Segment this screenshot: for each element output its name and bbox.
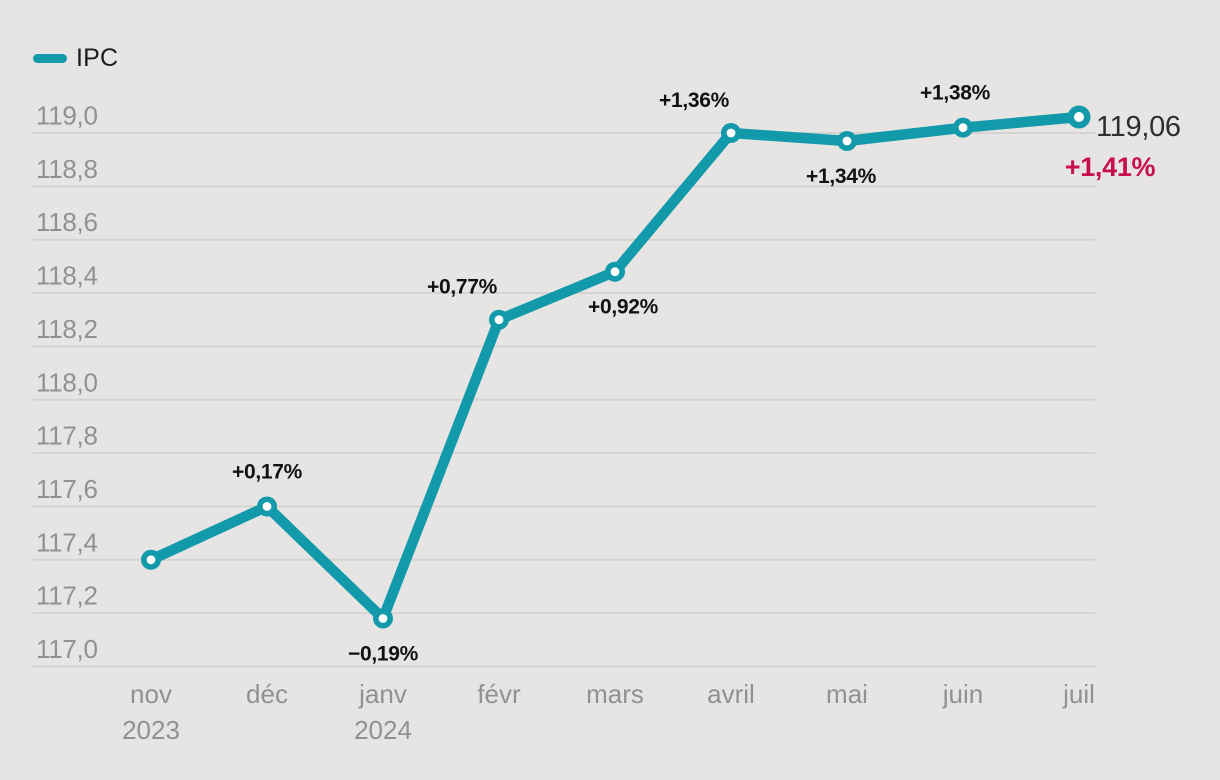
data-point-marker-hole <box>1074 111 1084 122</box>
pct-change-annotation: +0,92% <box>588 296 659 319</box>
y-tick-label: 117,4 <box>36 527 98 557</box>
pct-change-annotation: +1,36% <box>659 89 730 112</box>
y-tick-label: 118,6 <box>36 207 98 237</box>
pct-change-annotation: +1,38% <box>920 82 991 105</box>
legend-line-swatch <box>33 54 67 63</box>
legend-label: IPC <box>76 44 119 72</box>
x-tick-year-label: 2023 <box>122 715 180 745</box>
x-tick-label: déc <box>246 679 288 709</box>
legend: IPC <box>33 44 118 73</box>
data-point-marker-hole <box>146 555 156 565</box>
data-point-marker-hole <box>494 315 504 325</box>
x-tick-label: mars <box>586 679 644 709</box>
x-tick-label: juil <box>1062 679 1095 709</box>
data-point-marker-hole <box>610 267 620 277</box>
data-point-marker-hole <box>958 123 968 133</box>
pct-change-annotation: −0,19% <box>348 642 419 665</box>
data-point-marker-hole <box>378 614 388 623</box>
x-tick-label: mai <box>826 679 868 709</box>
x-tick-label: nov <box>130 679 172 709</box>
y-tick-label: 117,2 <box>36 581 98 611</box>
data-point-marker-hole <box>842 136 852 146</box>
end-value-label: 119,06 <box>1096 111 1181 143</box>
pct-change-annotation: +0,17% <box>232 460 303 483</box>
data-point-marker-hole <box>726 128 736 138</box>
pct-change-annotation: +1,34% <box>806 165 877 188</box>
y-tick-label: 117,6 <box>36 474 98 504</box>
end-pct-label: +1,41% <box>1065 152 1156 182</box>
y-tick-label: 118,4 <box>36 261 98 291</box>
x-tick-label: juin <box>942 679 983 709</box>
y-tick-label: 118,8 <box>36 154 98 184</box>
y-tick-label: 119,0 <box>36 101 98 131</box>
ipc-series-line <box>145 111 1085 624</box>
y-tick-label: 118,0 <box>36 367 98 397</box>
x-tick-label: janv <box>358 679 407 709</box>
x-tick-label: avril <box>707 679 755 709</box>
pct-change-annotation: +0,77% <box>427 276 498 299</box>
y-tick-label: 118,2 <box>36 314 98 344</box>
x-tick-label: févr <box>477 679 521 709</box>
data-point-marker-hole <box>262 502 272 511</box>
x-tick-year-label: 2024 <box>354 715 412 745</box>
y-tick-label: 117,8 <box>36 421 98 451</box>
y-tick-label: 117,0 <box>36 634 98 664</box>
